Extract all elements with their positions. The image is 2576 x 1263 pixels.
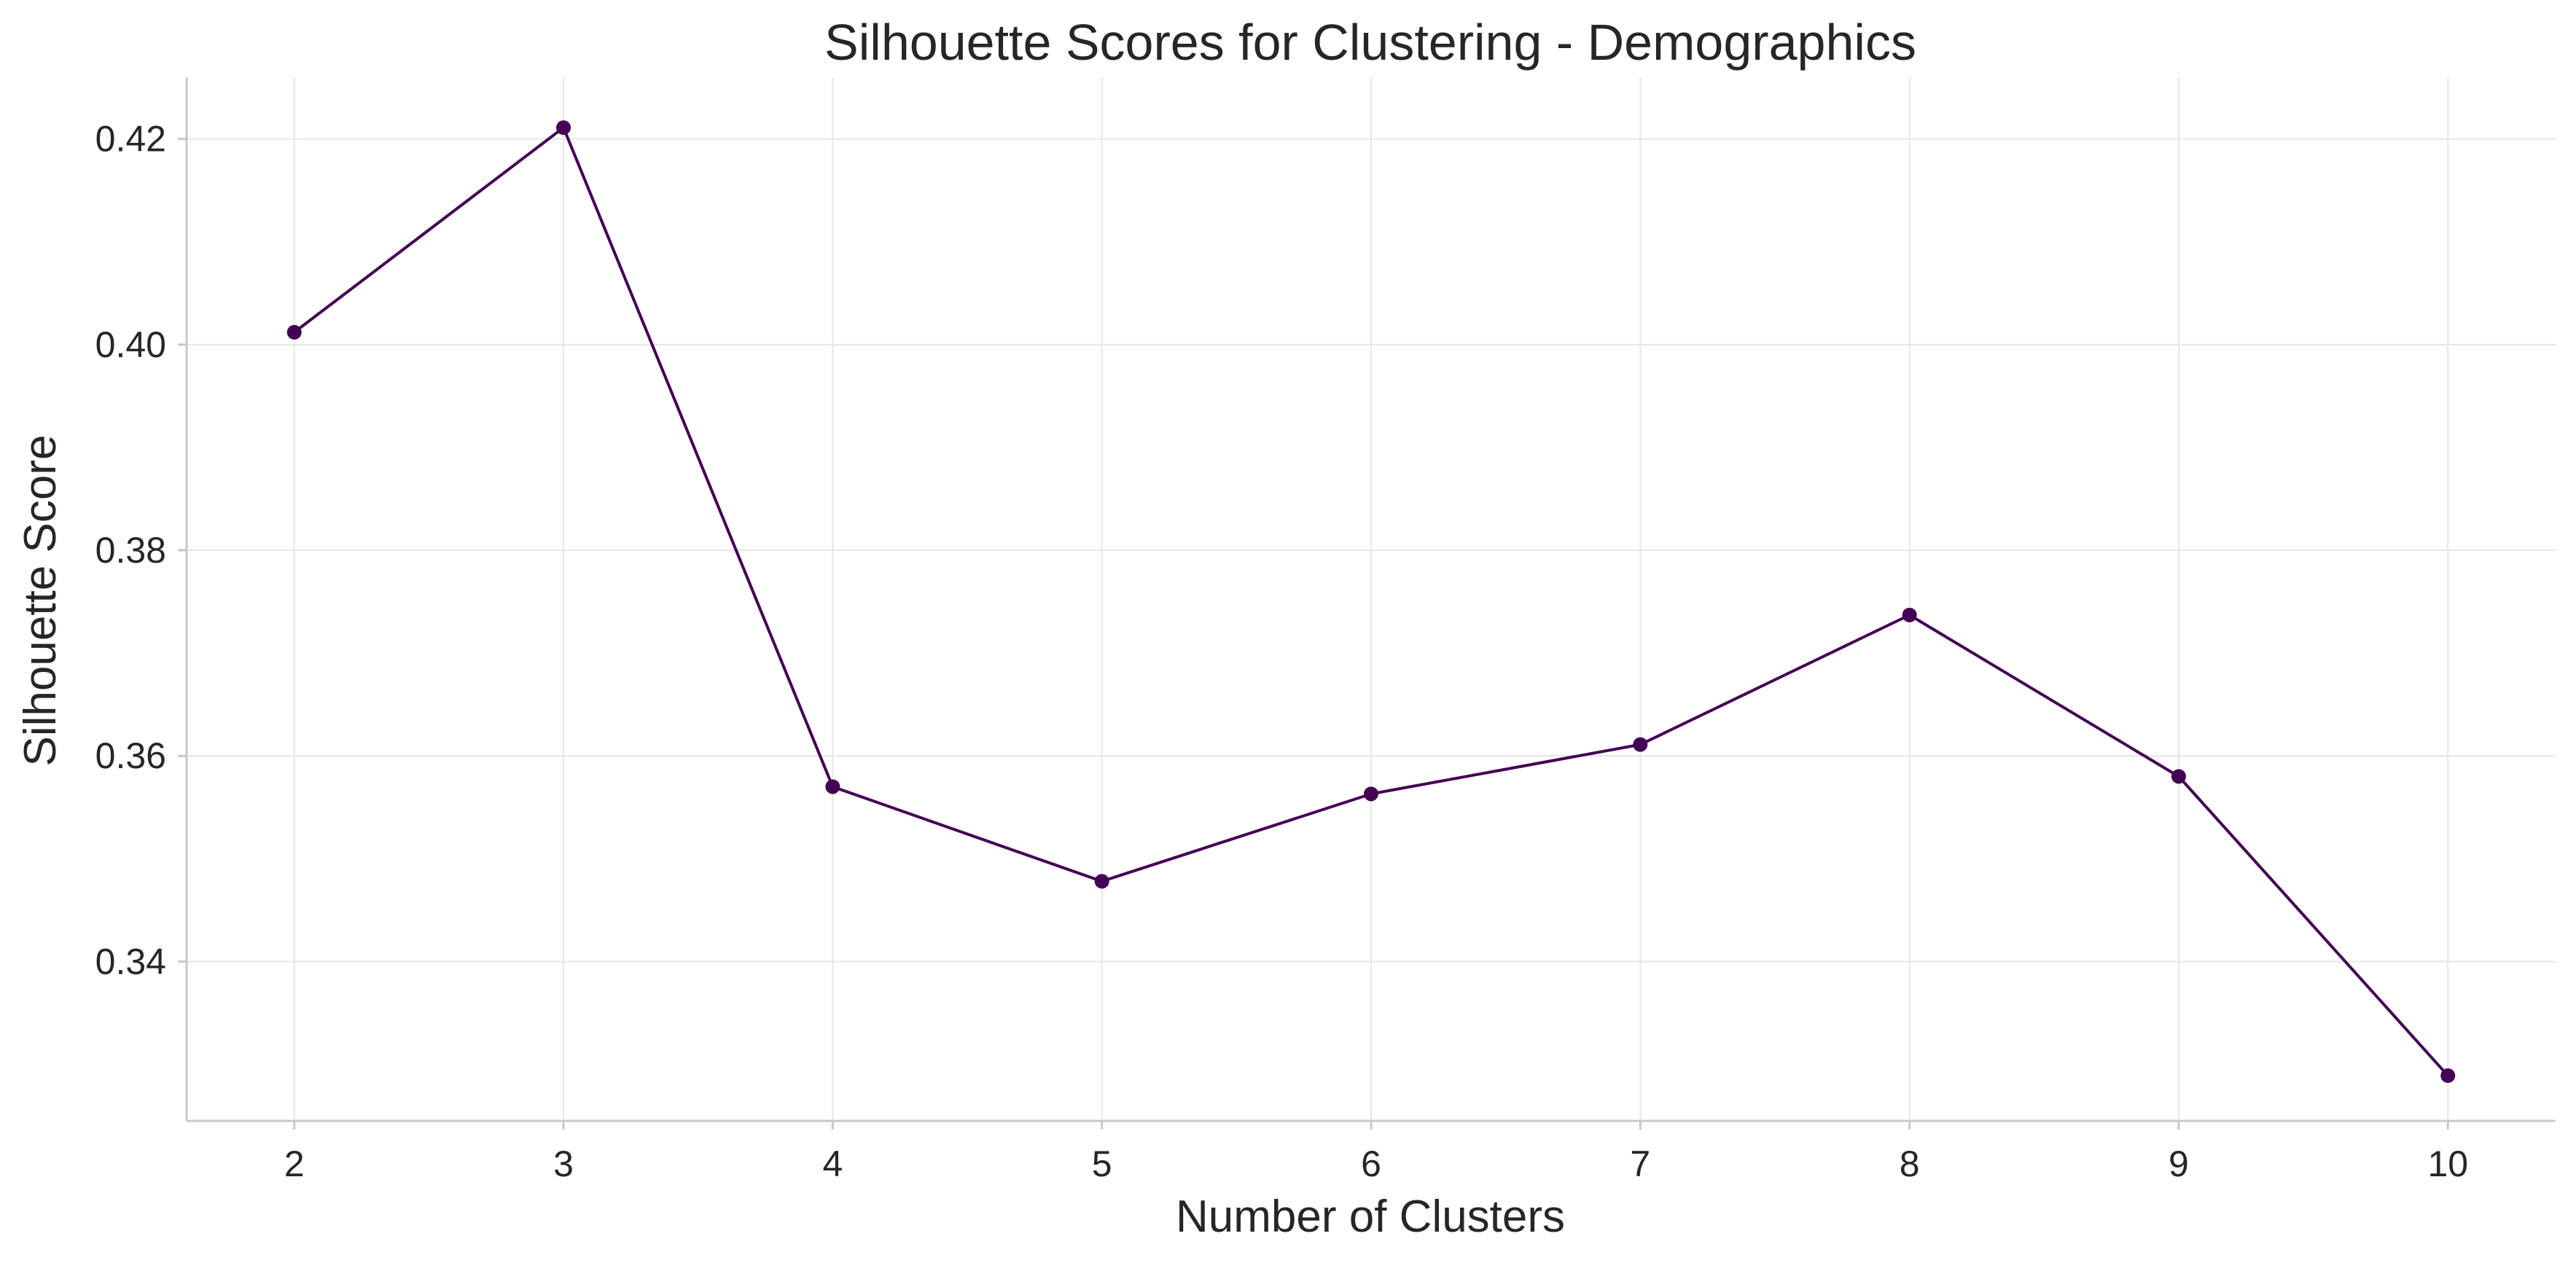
x-tick-label: 8 <box>1900 1143 1920 1184</box>
x-tick-label: 9 <box>2169 1143 2189 1184</box>
tick-labels: 0.34 0.36 0.38 0.40 0.42 2 3 4 5 6 7 8 9 10 <box>95 119 2468 1184</box>
x-tick-label: 7 <box>1630 1143 1650 1184</box>
chart-title: Silhouette Scores for Clustering - Demog… <box>824 14 1916 71</box>
y-tick-label: 0.38 <box>95 530 166 571</box>
data-point-marker <box>2440 1068 2456 1083</box>
y-tick-label: 0.40 <box>95 324 166 365</box>
x-tick-label: 6 <box>1361 1143 1381 1184</box>
data-point-marker <box>2171 769 2186 784</box>
grid-lines <box>187 77 2556 1121</box>
data-point-marker <box>1364 786 1378 802</box>
y-tick-label: 0.42 <box>95 119 166 160</box>
data-point-marker <box>1094 874 1109 889</box>
x-tick-label: 4 <box>822 1143 843 1184</box>
y-tick-label: 0.34 <box>95 941 166 982</box>
y-axis-title: Silhouette Score <box>15 435 66 767</box>
data-point-marker <box>825 779 840 794</box>
data-point-marker <box>556 120 571 136</box>
y-tick-label: 0.36 <box>95 735 166 776</box>
data-point-marker <box>1633 737 1648 752</box>
data-point-marker <box>1902 607 1917 622</box>
x-tick-label: 2 <box>284 1143 305 1184</box>
data-point-marker <box>286 324 302 340</box>
x-axis-title: Number of Clusters <box>1176 1192 1565 1242</box>
x-tick-label: 5 <box>1092 1143 1112 1184</box>
x-tick-label: 3 <box>553 1143 574 1184</box>
x-tick-label: 10 <box>2427 1143 2468 1184</box>
data-series <box>286 120 2456 1083</box>
